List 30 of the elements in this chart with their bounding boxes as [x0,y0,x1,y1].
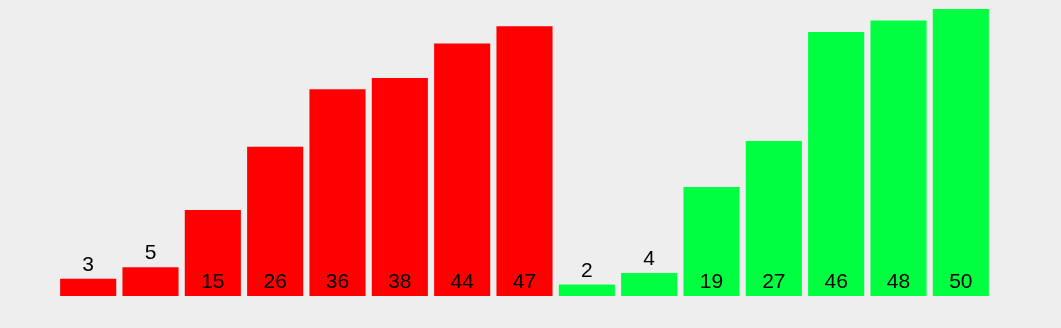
data-label: 47 [512,269,537,292]
bar [808,31,865,296]
data-label: 27 [762,269,786,292]
data-label: 4 [643,246,656,270]
bar [932,9,989,296]
bar [496,26,553,296]
bar [371,77,428,296]
bar [870,20,927,296]
bar [309,89,366,296]
bar [247,146,304,296]
bar [621,273,678,296]
bar [745,141,802,296]
data-label: 19 [699,269,724,292]
data-label: 15 [201,269,225,292]
bar [60,278,117,296]
bar [434,43,491,296]
data-label: 50 [949,269,973,292]
bar [683,186,740,296]
data-label: 5 [144,240,157,264]
data-label: 46 [824,269,848,292]
bar [184,209,241,296]
data-label: 26 [263,269,287,292]
bar [558,284,615,296]
data-label: 3 [82,251,95,275]
bar [122,267,179,296]
data-label: 36 [325,269,350,292]
data-label: 48 [886,269,911,292]
data-label: 44 [450,269,475,292]
data-label: 38 [388,269,412,292]
data-label: 2 [580,257,593,281]
